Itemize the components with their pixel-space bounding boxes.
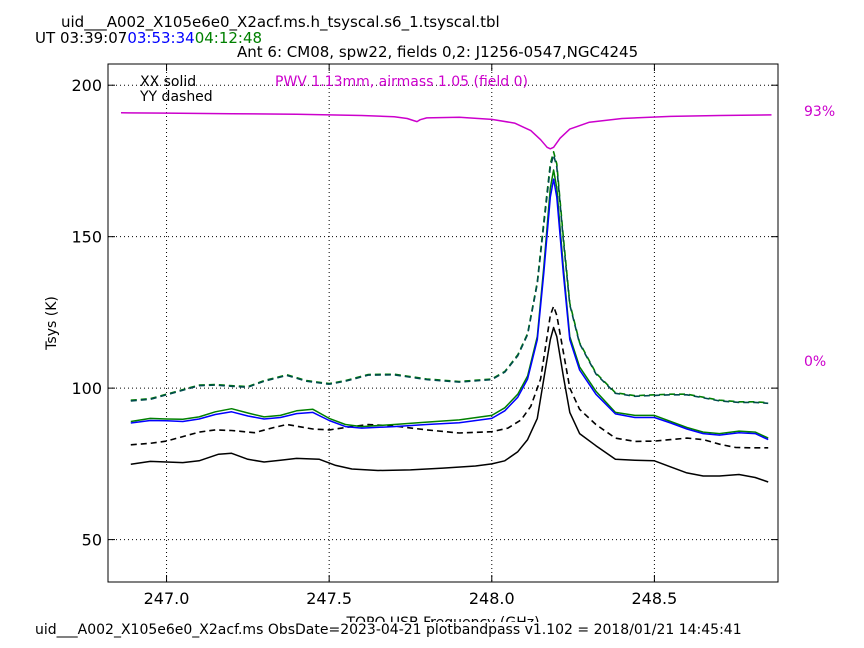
ut-prefix: UT <box>35 29 56 47</box>
footer-info: uid___A002_X105e6e0_X2acf.ms ObsDate=202… <box>35 622 742 638</box>
legend-yy-dashed: YY dashed <box>139 89 213 105</box>
series-line-3 <box>130 178 769 441</box>
series-line-2 <box>130 169 769 439</box>
series-line-6 <box>120 112 772 150</box>
right-label-bottom: 0% <box>804 354 826 370</box>
y-tick-label: 100 <box>71 379 102 398</box>
series-lines <box>120 112 772 483</box>
x-tick-label: 248.5 <box>632 589 678 608</box>
ut-timestamps: UT 03:39:0703:53:3404:12:48 <box>35 30 262 47</box>
series-line-4 <box>130 151 769 404</box>
grid-lines <box>108 64 778 582</box>
plot-subtitle: Ant 6: CM08, spw22, fields 0,2: J1256-05… <box>237 43 639 61</box>
series-line-5 <box>130 154 769 405</box>
x-tick-label: 247.0 <box>144 589 190 608</box>
y-tick-label: 50 <box>82 531 102 550</box>
x-tick-label: 247.5 <box>306 589 352 608</box>
legend-xx-solid: XX solid <box>140 74 196 90</box>
x-tick-label: 248.0 <box>469 589 515 608</box>
ut-time-black: 03:39:07 <box>59 29 128 47</box>
pwv-annotation: PWV 1.13mm, airmass 1.05 (field 0) <box>275 74 528 90</box>
ut-time-green: 04:12:48 <box>194 29 263 47</box>
y-tick-label: 200 <box>71 76 102 95</box>
ut-time-blue: 03:53:34 <box>127 29 195 47</box>
series-line-1 <box>130 305 769 449</box>
series-line-0 <box>130 326 769 483</box>
plot-frame <box>107 63 779 583</box>
axis-ticks: 247.0 247.5 248.0 248.5 50 100 150 200 <box>71 64 778 608</box>
y-tick-label: 150 <box>71 228 102 247</box>
table-title: uid___A002_X105e6e0_X2acf.ms.h_tsyscal.s… <box>61 13 500 31</box>
y-axis-label: Tsys (K) <box>44 296 60 351</box>
right-label-top: 93% <box>804 104 835 120</box>
